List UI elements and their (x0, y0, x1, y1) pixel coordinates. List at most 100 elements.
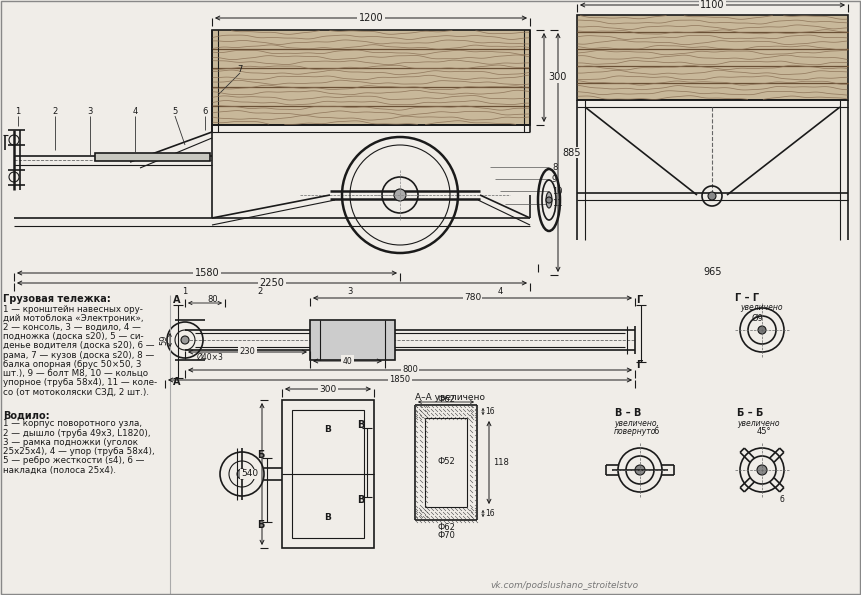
Circle shape (394, 189, 406, 201)
Text: 8: 8 (552, 162, 557, 171)
Text: 2250: 2250 (259, 278, 284, 288)
Text: В: В (357, 420, 365, 430)
Text: 40: 40 (343, 356, 352, 365)
Text: 800: 800 (402, 365, 418, 374)
Text: 3: 3 (347, 287, 353, 296)
Text: Б: Б (257, 450, 265, 460)
Bar (577, 15, 848, 100)
Text: 780: 780 (464, 293, 481, 302)
Text: Грузовая тележка:: Грузовая тележка: (3, 294, 111, 304)
Circle shape (758, 326, 766, 334)
Text: 6: 6 (653, 427, 659, 436)
Text: 5 — ребро жесткости (s4), 6 —: 5 — ребро жесткости (s4), 6 — (3, 456, 145, 465)
Text: 5: 5 (172, 108, 177, 117)
Text: В: В (357, 495, 365, 505)
Text: 7: 7 (238, 64, 243, 74)
Ellipse shape (546, 192, 552, 208)
Text: 1 — корпус поворотного узла,: 1 — корпус поворотного узла, (3, 419, 142, 428)
Text: 9: 9 (552, 174, 557, 183)
Circle shape (757, 465, 767, 475)
Text: 6: 6 (202, 108, 208, 117)
Bar (310, 320, 395, 360)
Text: 2: 2 (53, 108, 58, 117)
Text: 1580: 1580 (195, 268, 220, 278)
Text: рама, 7 — кузов (доска s20), 8 —: рама, 7 — кузов (доска s20), 8 — (3, 350, 154, 359)
Text: В – В: В – В (615, 408, 641, 418)
Text: 800: 800 (402, 365, 418, 374)
Text: 25х25х4), 4 — упор (труба 58х4),: 25х25х4), 4 — упор (труба 58х4), (3, 447, 155, 456)
Text: 1850: 1850 (389, 375, 411, 384)
Text: 2 — консоль, 3 — водило, 4 —: 2 — консоль, 3 — водило, 4 — (3, 323, 141, 332)
Circle shape (546, 197, 552, 203)
Text: 118: 118 (493, 458, 509, 467)
Circle shape (635, 465, 645, 475)
Text: 3: 3 (87, 108, 93, 117)
Text: В: В (325, 425, 331, 434)
Text: Ø40×3: Ø40×3 (196, 352, 224, 362)
Text: 3 — рамка подножки (уголок: 3 — рамка подножки (уголок (3, 438, 138, 447)
Text: 965: 965 (703, 267, 722, 277)
Text: 11: 11 (552, 199, 562, 208)
Text: 1100: 1100 (700, 0, 725, 10)
Text: 1200: 1200 (359, 13, 383, 23)
Text: Водило:: Водило: (3, 410, 50, 420)
Text: 2 — дышло (труба 49х3, L1820),: 2 — дышло (труба 49х3, L1820), (3, 429, 151, 438)
Text: 1: 1 (15, 108, 21, 117)
Bar (292, 410, 364, 538)
Text: 300: 300 (319, 384, 337, 393)
Text: шт.), 9 — болт М8, 10 — кольцо: шт.), 9 — болт М8, 10 — кольцо (3, 369, 148, 378)
Text: балка опорная (брус 50×50, 3: балка опорная (брус 50×50, 3 (3, 360, 141, 369)
Text: Г: Г (636, 360, 642, 370)
Bar (212, 30, 530, 125)
Text: 1: 1 (183, 287, 188, 296)
Text: накладка (полоса 25х4).: накладка (полоса 25х4). (3, 465, 116, 474)
Text: Б: Б (257, 520, 265, 530)
Text: 965: 965 (703, 267, 722, 277)
Circle shape (237, 469, 247, 479)
Text: 1 — кронштейн навесных ору-: 1 — кронштейн навесных ору- (3, 305, 143, 314)
Text: vk.com/podslushano_stroitelstvo: vk.com/podslushano_stroitelstvo (490, 581, 638, 590)
Text: 45°: 45° (757, 427, 771, 436)
Text: повернуто: повернуто (614, 427, 656, 436)
Text: 1850: 1850 (389, 375, 411, 384)
Text: дий мотоблока «Электроник»,: дий мотоблока «Электроник», (3, 314, 144, 322)
Text: 1100: 1100 (700, 0, 725, 10)
Text: Б – Б: Б – Б (737, 408, 764, 418)
Text: 4: 4 (133, 108, 138, 117)
Text: 300: 300 (319, 384, 337, 393)
Bar (95, 153, 210, 161)
Text: 40: 40 (343, 356, 352, 365)
Text: 885: 885 (562, 148, 580, 158)
Text: 59: 59 (159, 335, 169, 345)
Text: Г – Г: Г – Г (735, 293, 759, 303)
Text: 1200: 1200 (359, 13, 383, 23)
Text: 16: 16 (485, 406, 494, 415)
Text: 780: 780 (464, 293, 481, 302)
Text: увеличено,: увеличено, (614, 418, 659, 427)
Circle shape (708, 192, 716, 200)
Text: 2: 2 (257, 287, 263, 296)
Text: подножка (доска s20), 5 — си-: подножка (доска s20), 5 — си- (3, 332, 144, 341)
Text: 1580: 1580 (195, 268, 220, 278)
Text: увеличено: увеличено (737, 418, 779, 427)
Text: 540: 540 (241, 469, 258, 478)
Text: Ø9: Ø9 (752, 314, 764, 322)
Text: 230: 230 (239, 347, 256, 356)
Text: 80: 80 (208, 296, 219, 305)
Text: 4: 4 (498, 287, 503, 296)
Text: 16: 16 (485, 509, 494, 518)
Text: А–А увеличено: А–А увеличено (415, 393, 485, 402)
Text: А: А (173, 295, 181, 305)
Text: Ф62: Ф62 (437, 524, 455, 533)
Text: 230: 230 (239, 347, 256, 356)
Text: 10: 10 (552, 186, 562, 196)
Text: В: В (325, 513, 331, 522)
Text: 300: 300 (548, 73, 567, 83)
Text: упорное (труба 58х4), 11 — коле-: упорное (труба 58х4), 11 — коле- (3, 378, 157, 387)
Text: Ф62: Ф62 (437, 394, 455, 403)
Bar (282, 400, 374, 548)
Text: денье водителя (доска s20), 6 —: денье водителя (доска s20), 6 — (3, 342, 154, 350)
Text: со (от мотоколяски СЗД, 2 шт.).: со (от мотоколяски СЗД, 2 шт.). (3, 387, 149, 396)
Text: Ф52: Ф52 (437, 458, 455, 466)
Text: А: А (173, 377, 181, 387)
